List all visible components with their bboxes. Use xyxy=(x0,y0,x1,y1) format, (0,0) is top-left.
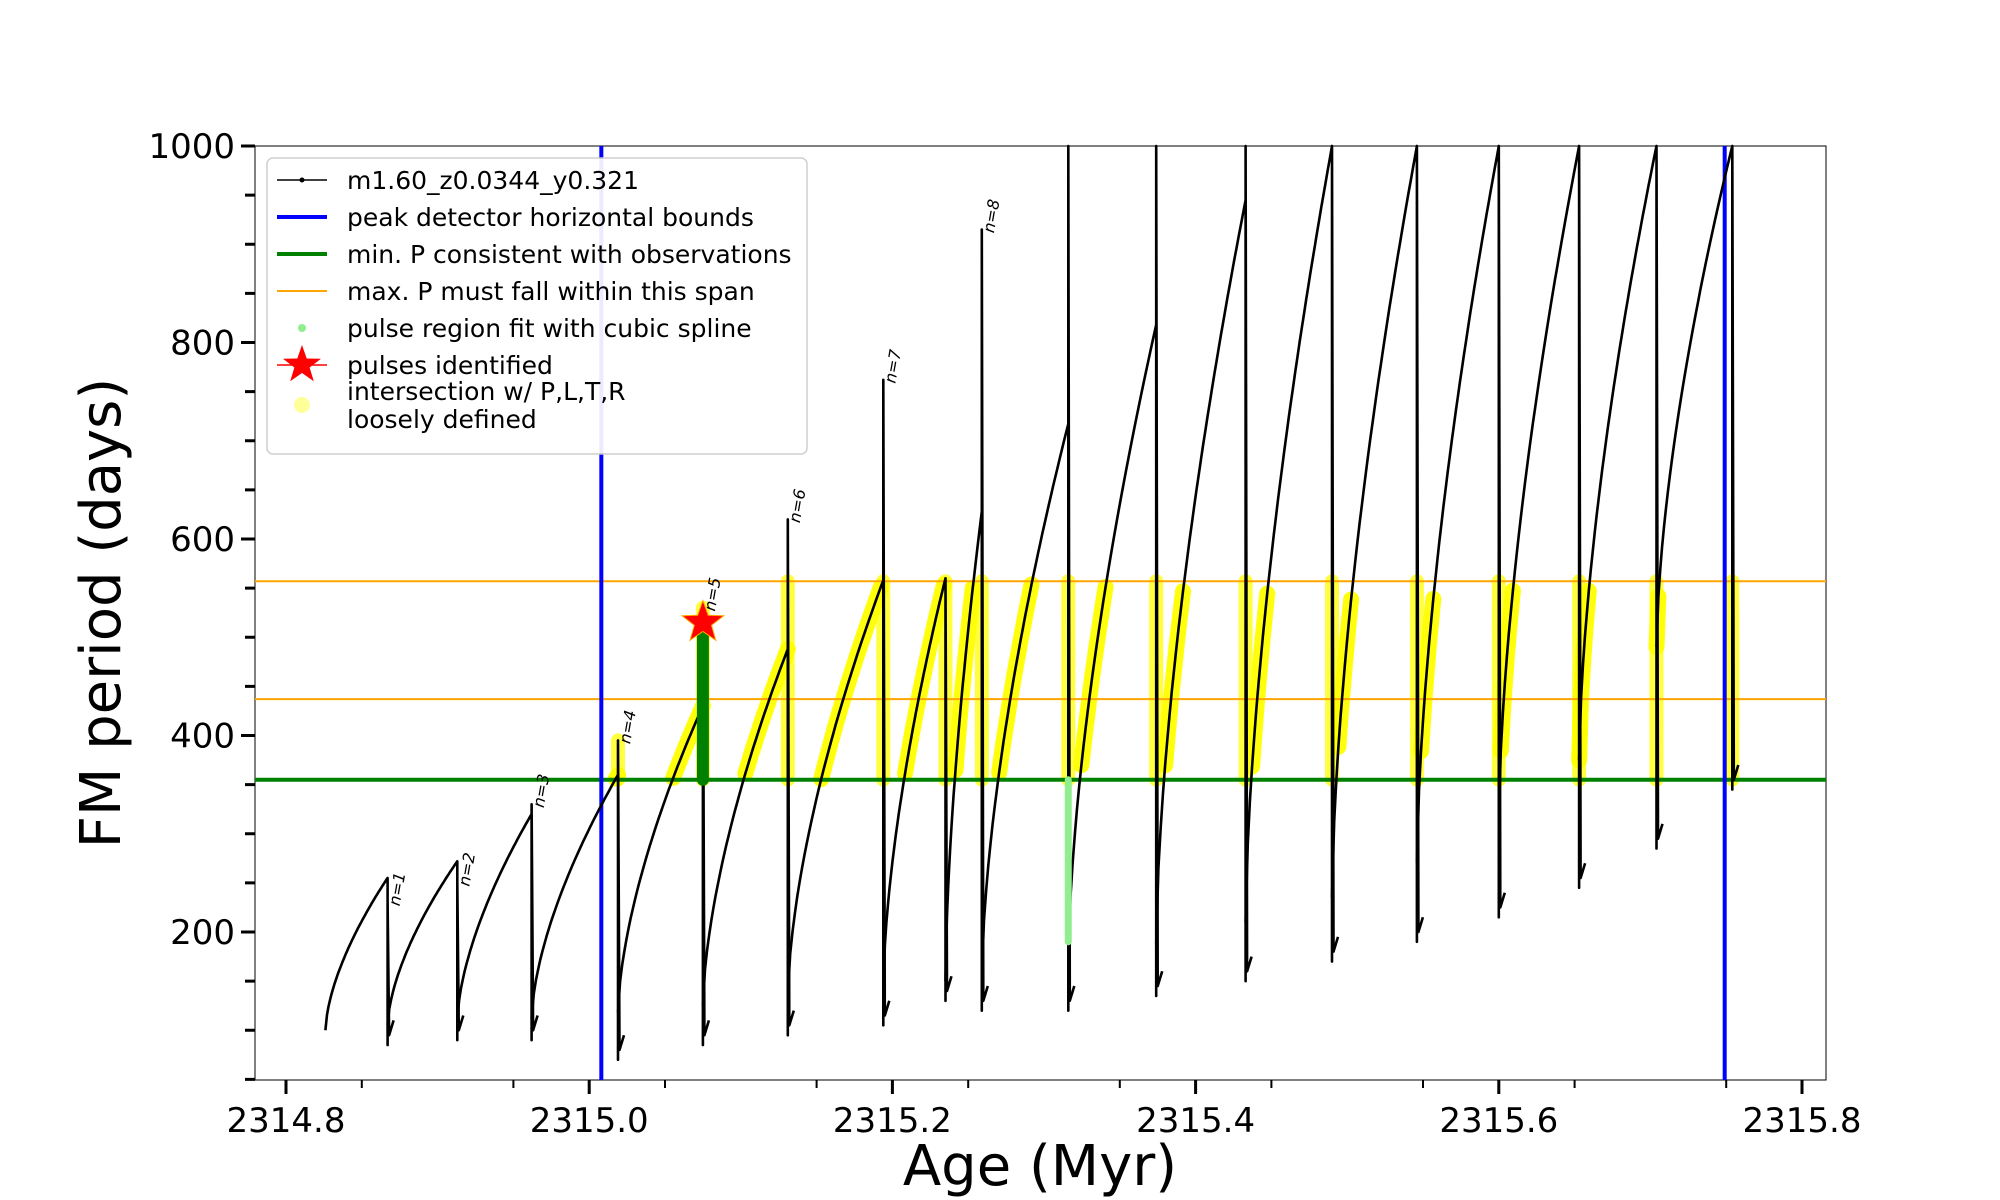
legend-handle xyxy=(298,324,306,332)
y-tick-label: 800 xyxy=(170,324,235,364)
period-curve-segment xyxy=(944,228,990,1012)
period-curve-segment xyxy=(1154,144,1253,983)
legend-handle xyxy=(294,397,310,413)
x-tick-label: 2315.2 xyxy=(833,1101,952,1141)
period-curve-segment xyxy=(701,518,796,1037)
legend-label: intersection w/ P,L,T,R loosely defined xyxy=(347,377,626,434)
y-tick-label: 600 xyxy=(170,520,235,560)
axes-layer: 2314.8 2315.0 2315.2 2315.4 2315.6 2315.8 200 4… xyxy=(148,127,1861,1141)
legend-label: m1.60_z0.0344_y0.321 xyxy=(347,166,639,195)
period-curve-segment xyxy=(1067,144,1164,998)
y-tick-label: 400 xyxy=(170,717,235,757)
x-tick-label: 2315.8 xyxy=(1743,1101,1862,1141)
period-curve-segment xyxy=(1244,144,1340,963)
x-axis-title: Age (Myr) xyxy=(903,1134,1177,1199)
x-tick-label: 2315.4 xyxy=(1136,1101,1255,1141)
period-curve-segment xyxy=(530,739,626,1061)
x-tick-label: 2315.6 xyxy=(1439,1101,1558,1141)
period-curve-segment xyxy=(1415,144,1507,919)
legend-label: peak detector horizontal bounds xyxy=(347,203,754,232)
markers-layer xyxy=(680,599,1072,946)
identified-pulse-star xyxy=(680,599,726,642)
period-curve-segment xyxy=(1330,144,1425,944)
y-tick-label: 1000 xyxy=(148,127,235,167)
legend-label: max. P must fall within this span xyxy=(347,277,755,306)
legend-handle-dot xyxy=(299,177,305,183)
legend-label: min. P consistent with observations xyxy=(347,240,792,269)
period-curve-segment xyxy=(786,378,891,1027)
period-curve-segment xyxy=(1497,144,1587,890)
period-curve-segment xyxy=(386,860,465,1042)
x-tick-label: 2314.8 xyxy=(227,1101,346,1141)
period-curve-layer xyxy=(324,144,1740,1061)
y-axis-title: FM period (days) xyxy=(69,378,134,848)
legend-box xyxy=(266,157,808,455)
period-curve-segment xyxy=(324,876,395,1047)
y-tick-label: 200 xyxy=(170,913,235,953)
period-curve-segment xyxy=(456,803,539,1042)
period-curve-segment xyxy=(616,606,711,1047)
legend-star xyxy=(283,345,321,382)
period-curve-segment xyxy=(1655,144,1740,791)
legend-label: pulse region fit with cubic spline xyxy=(347,314,752,343)
period-curve-segment xyxy=(1577,144,1664,850)
legend-label: pulses identified xyxy=(347,351,553,380)
period-curve-segment xyxy=(882,577,953,1003)
period-curve-segment xyxy=(980,144,1076,1012)
x-tick-label: 2315.0 xyxy=(530,1101,649,1141)
